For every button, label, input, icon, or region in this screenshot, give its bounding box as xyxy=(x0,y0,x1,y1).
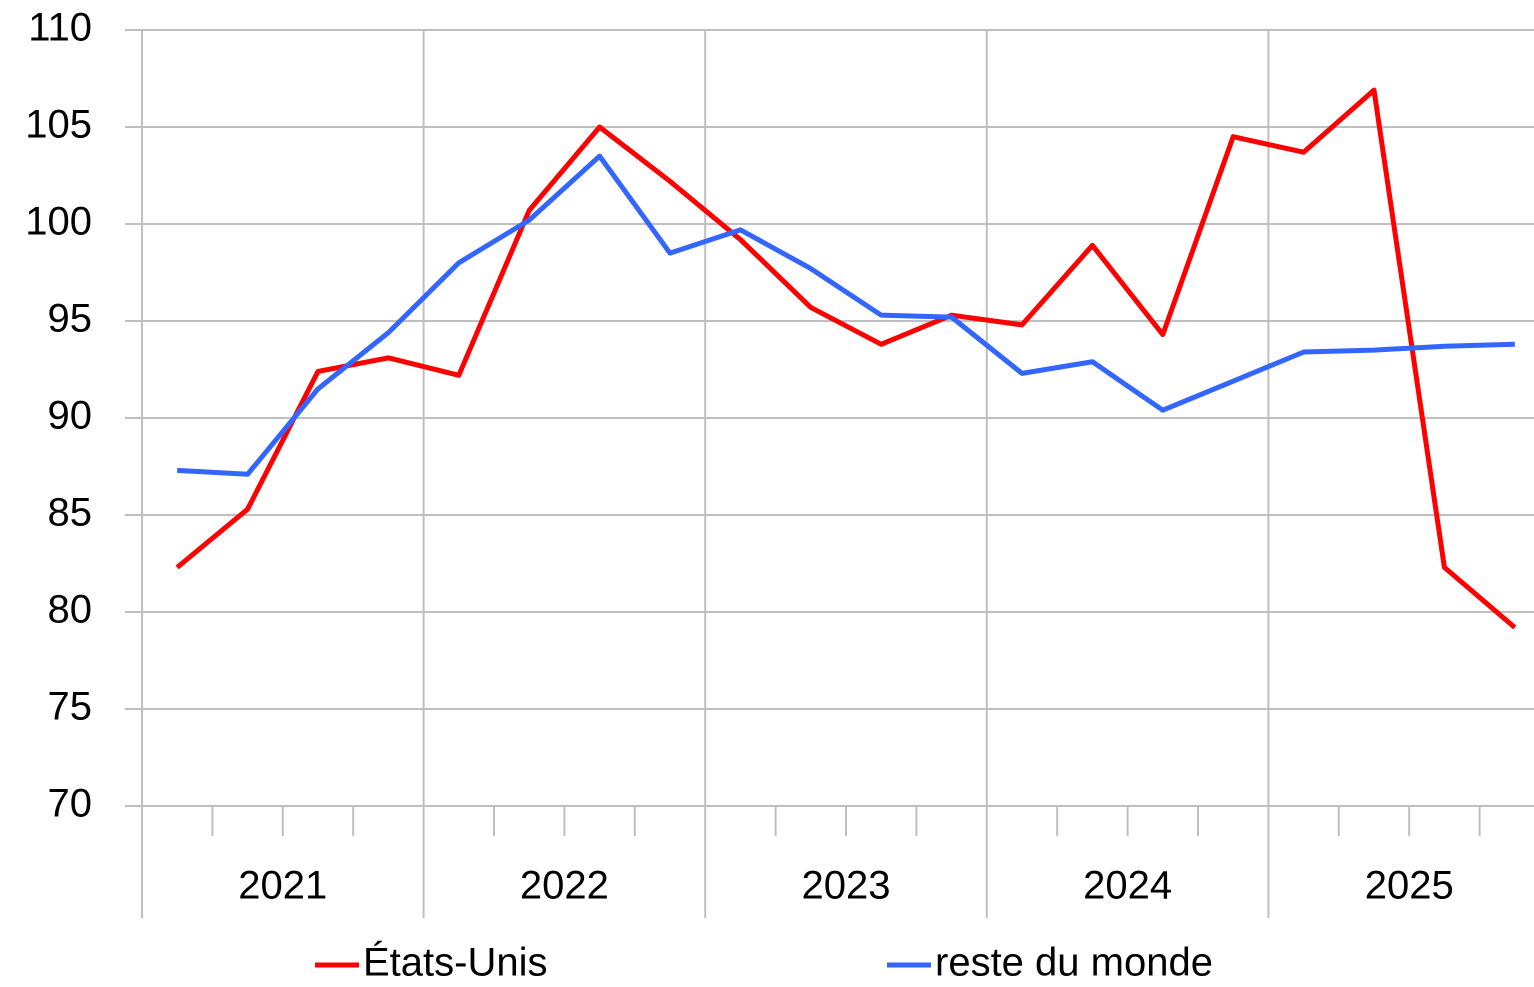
y-tick-label: 100 xyxy=(25,200,92,244)
legend-label: États-Unis xyxy=(363,940,548,985)
series-line xyxy=(177,153,1515,477)
series-line xyxy=(175,87,1517,630)
x-group-label: 2021 xyxy=(238,864,327,908)
y-tick-label: 90 xyxy=(48,394,93,438)
x-group-label: 2023 xyxy=(802,864,891,908)
x-group-label: 2022 xyxy=(520,864,609,908)
y-tick-label: 95 xyxy=(48,297,93,341)
y-tick-label: 75 xyxy=(48,685,93,729)
y-tick-label: 105 xyxy=(25,103,92,147)
y-tick-label: 110 xyxy=(28,6,92,50)
y-tick-label: 85 xyxy=(48,491,93,535)
legend-label: reste du monde xyxy=(935,941,1213,985)
x-group-label: 2024 xyxy=(1083,864,1172,908)
y-tick-label: 80 xyxy=(48,588,93,632)
x-group-label: 2025 xyxy=(1365,864,1454,908)
y-tick-label: 70 xyxy=(48,782,93,826)
